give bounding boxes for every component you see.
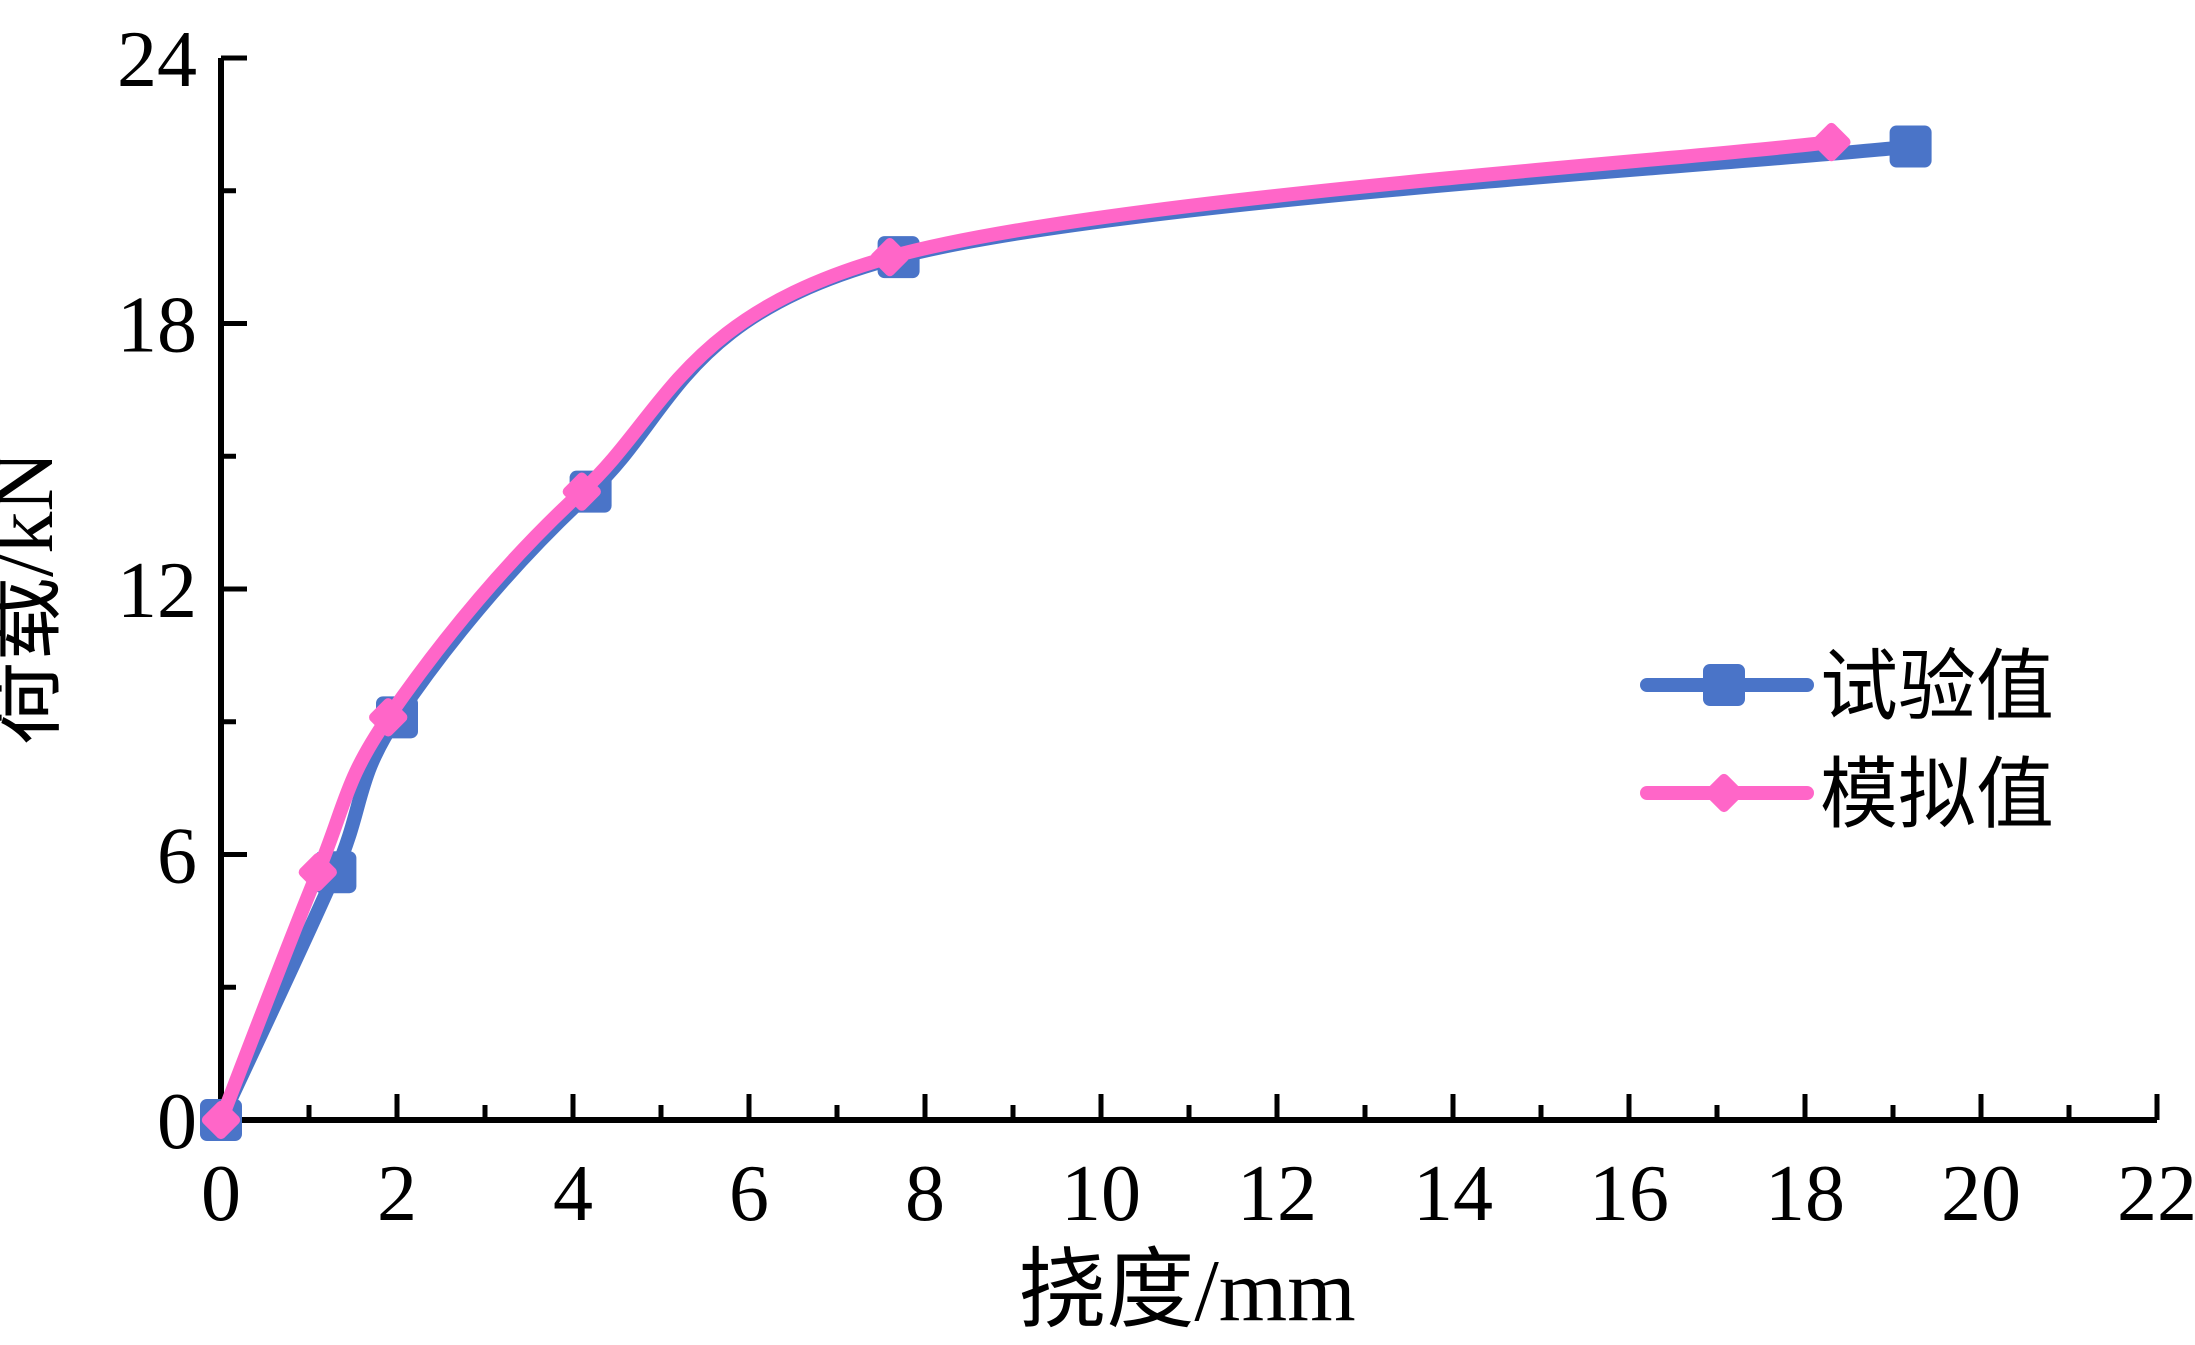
legend-item-experimental: 试验值 bbox=[1640, 643, 2054, 730]
y-tick-label: 12 bbox=[117, 547, 197, 635]
x-tick-label: 18 bbox=[1765, 1150, 1845, 1238]
y-tick-label: 0 bbox=[157, 1078, 197, 1166]
x-tick-label: 2 bbox=[377, 1150, 417, 1238]
x-tick-label: 22 bbox=[2117, 1150, 2195, 1238]
y-tick-label: 18 bbox=[117, 282, 197, 370]
series-line bbox=[214, 139, 1918, 1127]
x-tick-label: 16 bbox=[1589, 1150, 1669, 1238]
legend-marker-experimental bbox=[1703, 664, 1745, 706]
diamond-marker bbox=[201, 1100, 241, 1140]
legend-label-experimental: 试验值 bbox=[1820, 643, 2054, 730]
square-marker bbox=[1889, 125, 1932, 168]
plot-series bbox=[200, 122, 1932, 1141]
legend-label-simulated: 模拟值 bbox=[1820, 751, 2054, 838]
x-tick-label: 8 bbox=[905, 1150, 945, 1238]
diamond-marker bbox=[298, 853, 337, 892]
y-tick-label: 24 bbox=[117, 16, 197, 104]
x-tick-label: 12 bbox=[1237, 1150, 1317, 1238]
diamond-marker bbox=[1704, 773, 1744, 813]
x-tick-label: 4 bbox=[553, 1150, 593, 1238]
series-experimental bbox=[200, 125, 1932, 1141]
x-axis-title: 挠度/mm bbox=[1018, 1243, 1355, 1340]
x-tick-label: 20 bbox=[1941, 1150, 2021, 1238]
legend-item-simulated: 模拟值 bbox=[1640, 751, 2054, 838]
x-tick-label: 10 bbox=[1061, 1150, 1141, 1238]
diamond-marker bbox=[870, 237, 909, 277]
x-tick-label: 14 bbox=[1413, 1150, 1493, 1238]
diamond-marker bbox=[369, 698, 408, 737]
x-tick-label: 0 bbox=[201, 1150, 241, 1238]
diamond-marker bbox=[1812, 122, 1851, 162]
y-axis-title: 荷载/kN bbox=[0, 451, 71, 745]
legend: 试验值 模拟值 bbox=[1640, 643, 2054, 838]
series-simulated bbox=[201, 122, 1851, 1140]
y-tick-label: 6 bbox=[157, 813, 197, 901]
square-marker bbox=[1703, 664, 1745, 706]
legend-marker-simulated bbox=[1704, 773, 1744, 813]
diamond-marker bbox=[562, 472, 601, 511]
x-tick-label: 6 bbox=[729, 1150, 769, 1238]
